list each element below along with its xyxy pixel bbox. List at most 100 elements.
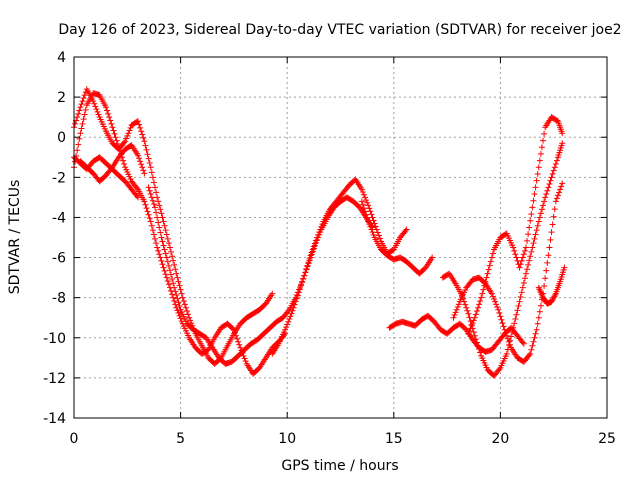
data-point bbox=[552, 198, 559, 205]
data-point bbox=[166, 244, 173, 251]
data-point bbox=[533, 227, 540, 234]
data-point bbox=[367, 223, 374, 230]
data-point bbox=[170, 257, 177, 264]
data-point bbox=[318, 223, 325, 230]
data-point bbox=[140, 167, 147, 174]
data-point bbox=[519, 284, 526, 291]
data-point bbox=[147, 218, 154, 225]
data-point bbox=[80, 116, 87, 123]
data-point bbox=[481, 282, 488, 289]
data-point bbox=[541, 198, 548, 205]
data-point bbox=[545, 252, 552, 259]
data-point bbox=[402, 227, 409, 234]
data-point bbox=[465, 330, 472, 337]
data-point bbox=[358, 198, 365, 205]
plot-frame bbox=[73, 56, 608, 419]
data-point bbox=[542, 194, 549, 201]
data-point bbox=[78, 125, 85, 132]
data-point bbox=[178, 290, 185, 297]
data-point bbox=[78, 101, 85, 108]
data-point bbox=[158, 257, 165, 264]
data-point bbox=[475, 304, 482, 311]
data-point bbox=[528, 211, 535, 218]
data-point bbox=[533, 177, 540, 184]
data-point bbox=[549, 297, 556, 304]
data-point bbox=[466, 314, 473, 321]
data-point bbox=[509, 329, 516, 336]
data-point bbox=[287, 313, 294, 320]
data-point bbox=[171, 261, 178, 268]
data-point bbox=[511, 320, 518, 327]
data-point bbox=[168, 248, 175, 255]
data-point bbox=[492, 298, 499, 305]
y-tick-label: -2 bbox=[52, 170, 66, 186]
data-point bbox=[376, 235, 383, 242]
x-tick-label: 10 bbox=[278, 431, 296, 447]
data-point bbox=[373, 226, 380, 233]
data-point bbox=[520, 251, 527, 258]
data-point bbox=[472, 311, 479, 318]
y-tick-label: -6 bbox=[52, 251, 66, 267]
data-point bbox=[488, 254, 495, 261]
data-point bbox=[80, 95, 87, 102]
data-point bbox=[503, 350, 510, 357]
data-point bbox=[526, 257, 533, 264]
data-point bbox=[289, 307, 296, 314]
data-point bbox=[520, 340, 527, 347]
data-point bbox=[156, 202, 163, 209]
data-point bbox=[293, 295, 300, 302]
data-point bbox=[75, 110, 82, 117]
data-point bbox=[157, 254, 164, 261]
data-point bbox=[174, 274, 181, 281]
data-point bbox=[300, 275, 307, 282]
data-point bbox=[504, 335, 511, 342]
data-point bbox=[454, 304, 461, 311]
data-point bbox=[532, 330, 539, 337]
data-point bbox=[558, 183, 565, 190]
data-point bbox=[538, 144, 545, 151]
data-point bbox=[516, 298, 523, 305]
data-point bbox=[173, 270, 180, 277]
data-point bbox=[364, 199, 371, 206]
data-point bbox=[543, 267, 550, 274]
y-tick-label: 2 bbox=[57, 90, 66, 106]
data-point bbox=[158, 210, 165, 217]
data-point bbox=[156, 251, 163, 258]
data-point bbox=[487, 258, 494, 265]
data-point bbox=[465, 310, 472, 317]
x-tick-label: 25 bbox=[598, 431, 616, 447]
data-point bbox=[477, 298, 484, 305]
data-point bbox=[153, 240, 160, 247]
data-point bbox=[505, 338, 512, 345]
data-point bbox=[310, 243, 317, 250]
data-point bbox=[484, 270, 491, 277]
data-point bbox=[82, 106, 89, 113]
data-point bbox=[269, 290, 276, 297]
data-point bbox=[154, 244, 161, 251]
data-point bbox=[521, 275, 528, 282]
data-point bbox=[471, 332, 478, 339]
data-point bbox=[479, 290, 486, 297]
data-point bbox=[524, 237, 531, 244]
data-point bbox=[372, 223, 379, 230]
data-point bbox=[93, 106, 100, 113]
data-point bbox=[473, 339, 480, 346]
data-point bbox=[506, 341, 513, 348]
x-tick-label: 20 bbox=[491, 431, 509, 447]
data-point bbox=[468, 322, 475, 329]
data-point bbox=[237, 344, 244, 351]
data-point bbox=[517, 293, 524, 300]
data-point bbox=[475, 342, 482, 349]
data-point bbox=[451, 312, 458, 319]
chart-title: Day 126 of 2023, Sidereal Day-to-day VTE… bbox=[58, 22, 621, 38]
data-point bbox=[366, 205, 373, 212]
data-point bbox=[81, 111, 88, 118]
data-point bbox=[177, 315, 184, 322]
data-point bbox=[143, 146, 150, 153]
data-point bbox=[515, 303, 522, 310]
data-point bbox=[164, 277, 171, 284]
data-point bbox=[489, 293, 496, 300]
data-point bbox=[518, 257, 525, 264]
data-point bbox=[549, 296, 556, 303]
data-point bbox=[155, 219, 162, 226]
